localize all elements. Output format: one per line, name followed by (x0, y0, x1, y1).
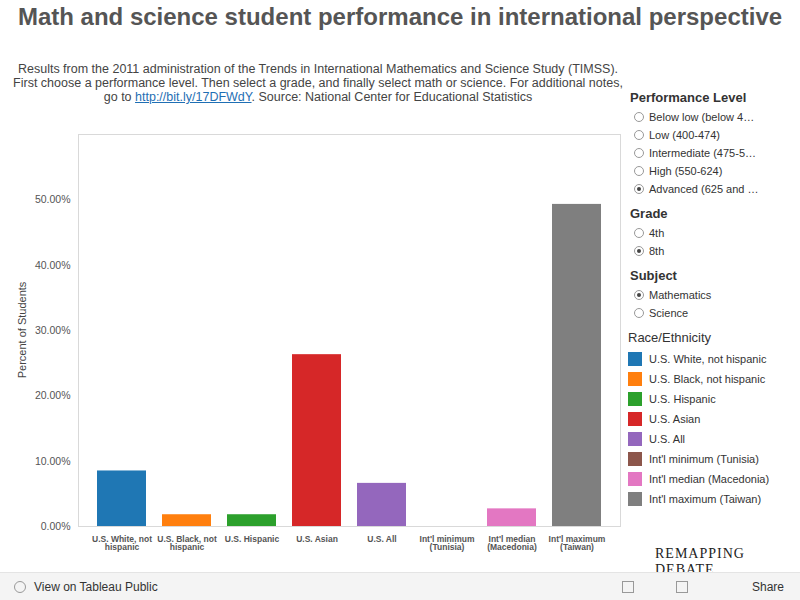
html-text:Share: Share (752, 580, 784, 594)
svg-text:Int'l median(Macedonia): Int'l median(Macedonia) (487, 534, 537, 553)
svg-text:30.00%: 30.00% (35, 324, 71, 336)
html-text:U.S. All: U.S. All (649, 433, 686, 445)
svg-text:Int'l minimum(Tunisia): Int'l minimum(Tunisia) (420, 534, 475, 553)
svg-text:U.S. White, nothispanic: U.S. White, nothispanic (92, 534, 152, 553)
html-text:Performance Level: Performance Level (630, 90, 747, 105)
html-text:Science: Science (649, 307, 689, 319)
html-text:U.S. Black, not hispanic: U.S. Black, not hispanic (649, 373, 766, 385)
html-text:REMAPPING DEBATE: REMAPPING DEBATE (655, 546, 745, 577)
html-text:Intermediate (475-5…: Intermediate (475-5… (649, 147, 756, 159)
svg-text:U.S. Asian: U.S. Asian (296, 534, 338, 544)
html-text:Int'l median (Macedonia): Int'l median (Macedonia) (649, 473, 770, 485)
html-text:View on Tableau Public: View on Tableau Public (34, 580, 158, 594)
svg-text:0.00%: 0.00% (41, 520, 71, 532)
svg-text:Int'l maximum(Taiwan): Int'l maximum(Taiwan) (549, 534, 606, 553)
html-text:Low (400-474): Low (400-474) (649, 129, 720, 141)
html-text:U.S. White, not hispanic: U.S. White, not hispanic (649, 353, 767, 365)
html-text:Int'l minimum (Tunisia): Int'l minimum (Tunisia) (649, 453, 759, 465)
svg-text:U.S. Hispanic: U.S. Hispanic (225, 534, 280, 544)
html-text:High (550-624): High (550-624) (649, 165, 723, 177)
svg-text:U.S. Black, nothispanic: U.S. Black, nothispanic (157, 534, 217, 553)
html-text:8th: 8th (649, 245, 665, 257)
svg-text:U.S. All: U.S. All (367, 534, 396, 544)
html-text:Grade: Grade (630, 206, 668, 221)
svg-text:50.00%: 50.00% (35, 193, 71, 205)
html-text:Race/Ethnicity: Race/Ethnicity (628, 330, 712, 345)
html-text:U.S. Asian: U.S. Asian (649, 413, 701, 425)
svg-text:40.00%: 40.00% (35, 259, 71, 271)
html-text:4th: 4th (649, 227, 665, 239)
svg-text:10.00%: 10.00% (35, 455, 71, 467)
html-text:Results from the 2011 administ: Results from the 2011 administration of … (13, 62, 623, 104)
html-text:U.S. Hispanic: U.S. Hispanic (649, 393, 716, 405)
html-text:Subject: Subject (630, 268, 677, 283)
html-text:Math and science student perfo: Math and science student performance in … (17, 3, 783, 30)
html-text:Percent of Students: Percent of Students (16, 281, 28, 379)
html-text:Int'l maximum (Taiwan): Int'l maximum (Taiwan) (649, 493, 762, 505)
html-text:Below low (below 4…: Below low (below 4… (649, 111, 755, 123)
html-text:Advanced (625 and …: Advanced (625 and … (649, 183, 759, 195)
html-text:Mathematics: Mathematics (649, 289, 712, 301)
svg-text:20.00%: 20.00% (35, 389, 71, 401)
